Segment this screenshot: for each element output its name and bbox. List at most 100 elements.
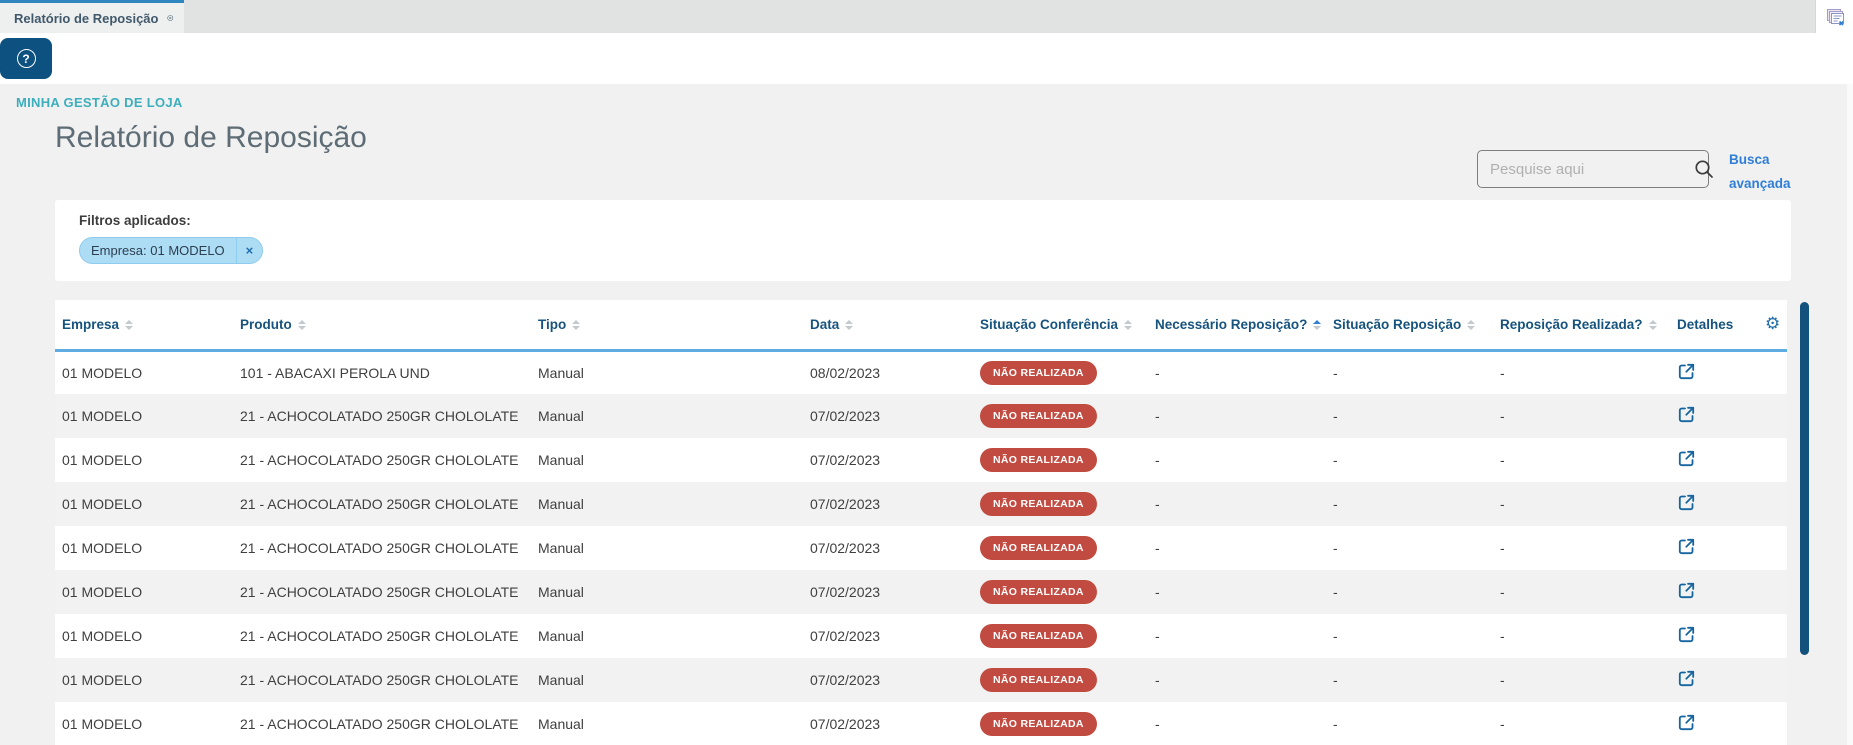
cell-produto: 21 - ACHOCOLATADO 250GR CHOLOLATE <box>240 452 519 468</box>
cell-detalhes <box>1670 394 1758 438</box>
cell-situacao_conferencia: NÃO REALIZADA <box>973 394 1148 438</box>
column-header-data[interactable]: Data <box>803 300 973 352</box>
cell-reposicao_realizada: - <box>1500 364 1505 381</box>
open-details-icon <box>1678 450 1695 467</box>
help-button[interactable]: ? <box>0 38 52 79</box>
cell-reposicao_realizada: - <box>1500 628 1505 644</box>
cell-produto: 21 - ACHOCOLATADO 250GR CHOLOLATE <box>240 672 519 688</box>
cell-filler <box>1758 658 1787 702</box>
cell-situacao_reposicao: - <box>1333 628 1338 644</box>
cell-detalhes <box>1670 614 1758 658</box>
row-details-button[interactable] <box>1677 537 1696 556</box>
status-badge: NÃO REALIZADA <box>980 536 1097 560</box>
row-details-button[interactable] <box>1677 493 1696 512</box>
open-details-icon <box>1678 406 1695 423</box>
cell-tipo: Manual <box>538 408 584 424</box>
status-badge: NÃO REALIZADA <box>980 624 1097 648</box>
status-badge: NÃO REALIZADA <box>980 712 1097 736</box>
cell-situacao_conferencia: NÃO REALIZADA <box>973 570 1148 614</box>
row-details-button[interactable] <box>1677 669 1696 688</box>
row-details-button[interactable] <box>1677 449 1696 468</box>
cell-necessario_reposicao: - <box>1155 628 1160 644</box>
tab-title: Relatório de Reposição <box>14 10 159 26</box>
column-header-tipo[interactable]: Tipo <box>531 300 803 352</box>
column-label: Situação Conferência <box>980 316 1119 332</box>
open-details-icon <box>1678 538 1695 555</box>
sort-arrows-icon <box>1313 320 1322 331</box>
cell-necessario_reposicao: - <box>1155 452 1160 468</box>
column-header-detalhes[interactable]: Detalhes <box>1670 300 1758 352</box>
column-header-necessario_reposicao[interactable]: Necessário Reposição? <box>1148 300 1326 352</box>
cell-empresa: 01 MODELO <box>62 716 143 732</box>
table-row: 01 MODELO 21 - ACHOCOLATADO 250GR CHOLOLA… <box>55 570 1787 614</box>
cell-tipo: Manual <box>538 540 584 556</box>
cell-detalhes <box>1670 350 1758 394</box>
close-all-tabs-button[interactable] <box>1815 0 1853 33</box>
column-header-reposicao_realizada[interactable]: Reposição Realizada? <box>1493 300 1670 352</box>
cell-filler <box>1758 570 1787 614</box>
table-row: 01 MODELO 21 - ACHOCOLATADO 250GR CHOLOLA… <box>55 482 1787 526</box>
filter-chip[interactable]: Empresa: 01 MODELO × <box>79 237 264 264</box>
cell-situacao_conferencia: NÃO REALIZADA <box>973 350 1148 394</box>
cell-data: 08/02/2023 <box>810 364 881 381</box>
status-badge: NÃO REALIZADA <box>980 580 1097 604</box>
column-label: Data <box>810 316 840 332</box>
column-header-situacao_conferencia[interactable]: Situação Conferência <box>973 300 1148 352</box>
sort-arrows-icon <box>1648 320 1657 331</box>
filter-chip-remove-icon[interactable]: × <box>245 243 254 258</box>
status-badge: NÃO REALIZADA <box>980 492 1097 516</box>
cell-empresa: 01 MODELO <box>62 584 143 600</box>
row-details-button[interactable] <box>1677 625 1696 644</box>
table-settings-gear-icon[interactable]: ⚙ <box>1765 313 1781 334</box>
filters-label: Filtros aplicados: <box>79 213 191 228</box>
cell-situacao_conferencia: NÃO REALIZADA <box>973 658 1148 702</box>
row-details-button[interactable] <box>1677 405 1696 424</box>
cell-necessario_reposicao: - <box>1155 408 1160 424</box>
cell-reposicao_realizada: - <box>1500 584 1505 600</box>
table-row: 01 MODELO 21 - ACHOCOLATADO 250GR CHOLOLA… <box>55 658 1787 702</box>
advanced-search-link[interactable]: Busca avançada <box>1729 152 1791 191</box>
row-details-button[interactable] <box>1677 581 1696 600</box>
sort-arrows-icon <box>297 320 306 331</box>
column-header-produto[interactable]: Produto <box>233 300 531 352</box>
cell-tipo: Manual <box>538 672 584 688</box>
sort-arrows-icon <box>845 320 854 331</box>
column-header-situacao_reposicao[interactable]: Situação Reposição <box>1326 300 1493 352</box>
cell-situacao_conferencia: NÃO REALIZADA <box>973 526 1148 570</box>
cell-data: 07/02/2023 <box>810 452 881 468</box>
column-header-empresa[interactable]: Empresa <box>55 300 233 352</box>
filter-chips: Empresa: 01 MODELO × <box>79 237 1767 264</box>
row-details-button[interactable] <box>1677 713 1696 732</box>
cell-reposicao_realizada: - <box>1500 452 1505 468</box>
cell-produto: 21 - ACHOCOLATADO 250GR CHOLOLATE <box>240 584 519 600</box>
tab-close-icon[interactable] <box>167 10 174 26</box>
cell-filler <box>1758 702 1787 745</box>
cell-necessario_reposicao: - <box>1155 496 1160 512</box>
tab-relatorio-de-reposicao[interactable]: Relatório de Reposição <box>0 0 184 33</box>
cell-reposicao_realizada: - <box>1500 672 1505 688</box>
open-details-icon <box>1678 494 1695 511</box>
cell-reposicao_realizada: - <box>1500 540 1505 556</box>
filters-panel: Filtros aplicados: Empresa: 01 MODELO × <box>55 200 1791 281</box>
cell-detalhes <box>1670 702 1758 745</box>
column-label: Detalhes <box>1677 316 1734 332</box>
cell-empresa: 01 MODELO <box>62 628 143 644</box>
cell-tipo: Manual <box>538 584 584 600</box>
column-label: Reposição Realizada? <box>1500 316 1643 332</box>
filter-chip-divider <box>235 238 237 263</box>
cell-tipo: Manual <box>538 496 584 512</box>
search-icon[interactable] <box>1693 158 1725 180</box>
page-title: Relatório de Reposição <box>55 121 367 154</box>
search-input[interactable] <box>1478 160 1693 178</box>
sort-arrows-icon <box>125 320 134 331</box>
cell-situacao_reposicao: - <box>1333 452 1338 468</box>
breadcrumb[interactable]: MINHA GESTÃO DE LOJA <box>16 95 183 110</box>
cell-data: 07/02/2023 <box>810 408 881 424</box>
sort-arrows-icon <box>1124 320 1133 331</box>
cell-data: 07/02/2023 <box>810 628 881 644</box>
cell-necessario_reposicao: - <box>1155 672 1160 688</box>
row-details-button[interactable] <box>1677 362 1696 381</box>
help-icon: ? <box>16 49 36 68</box>
table-scrollbar-thumb[interactable] <box>1800 302 1809 655</box>
table-settings-header[interactable]: ⚙ <box>1758 300 1787 352</box>
